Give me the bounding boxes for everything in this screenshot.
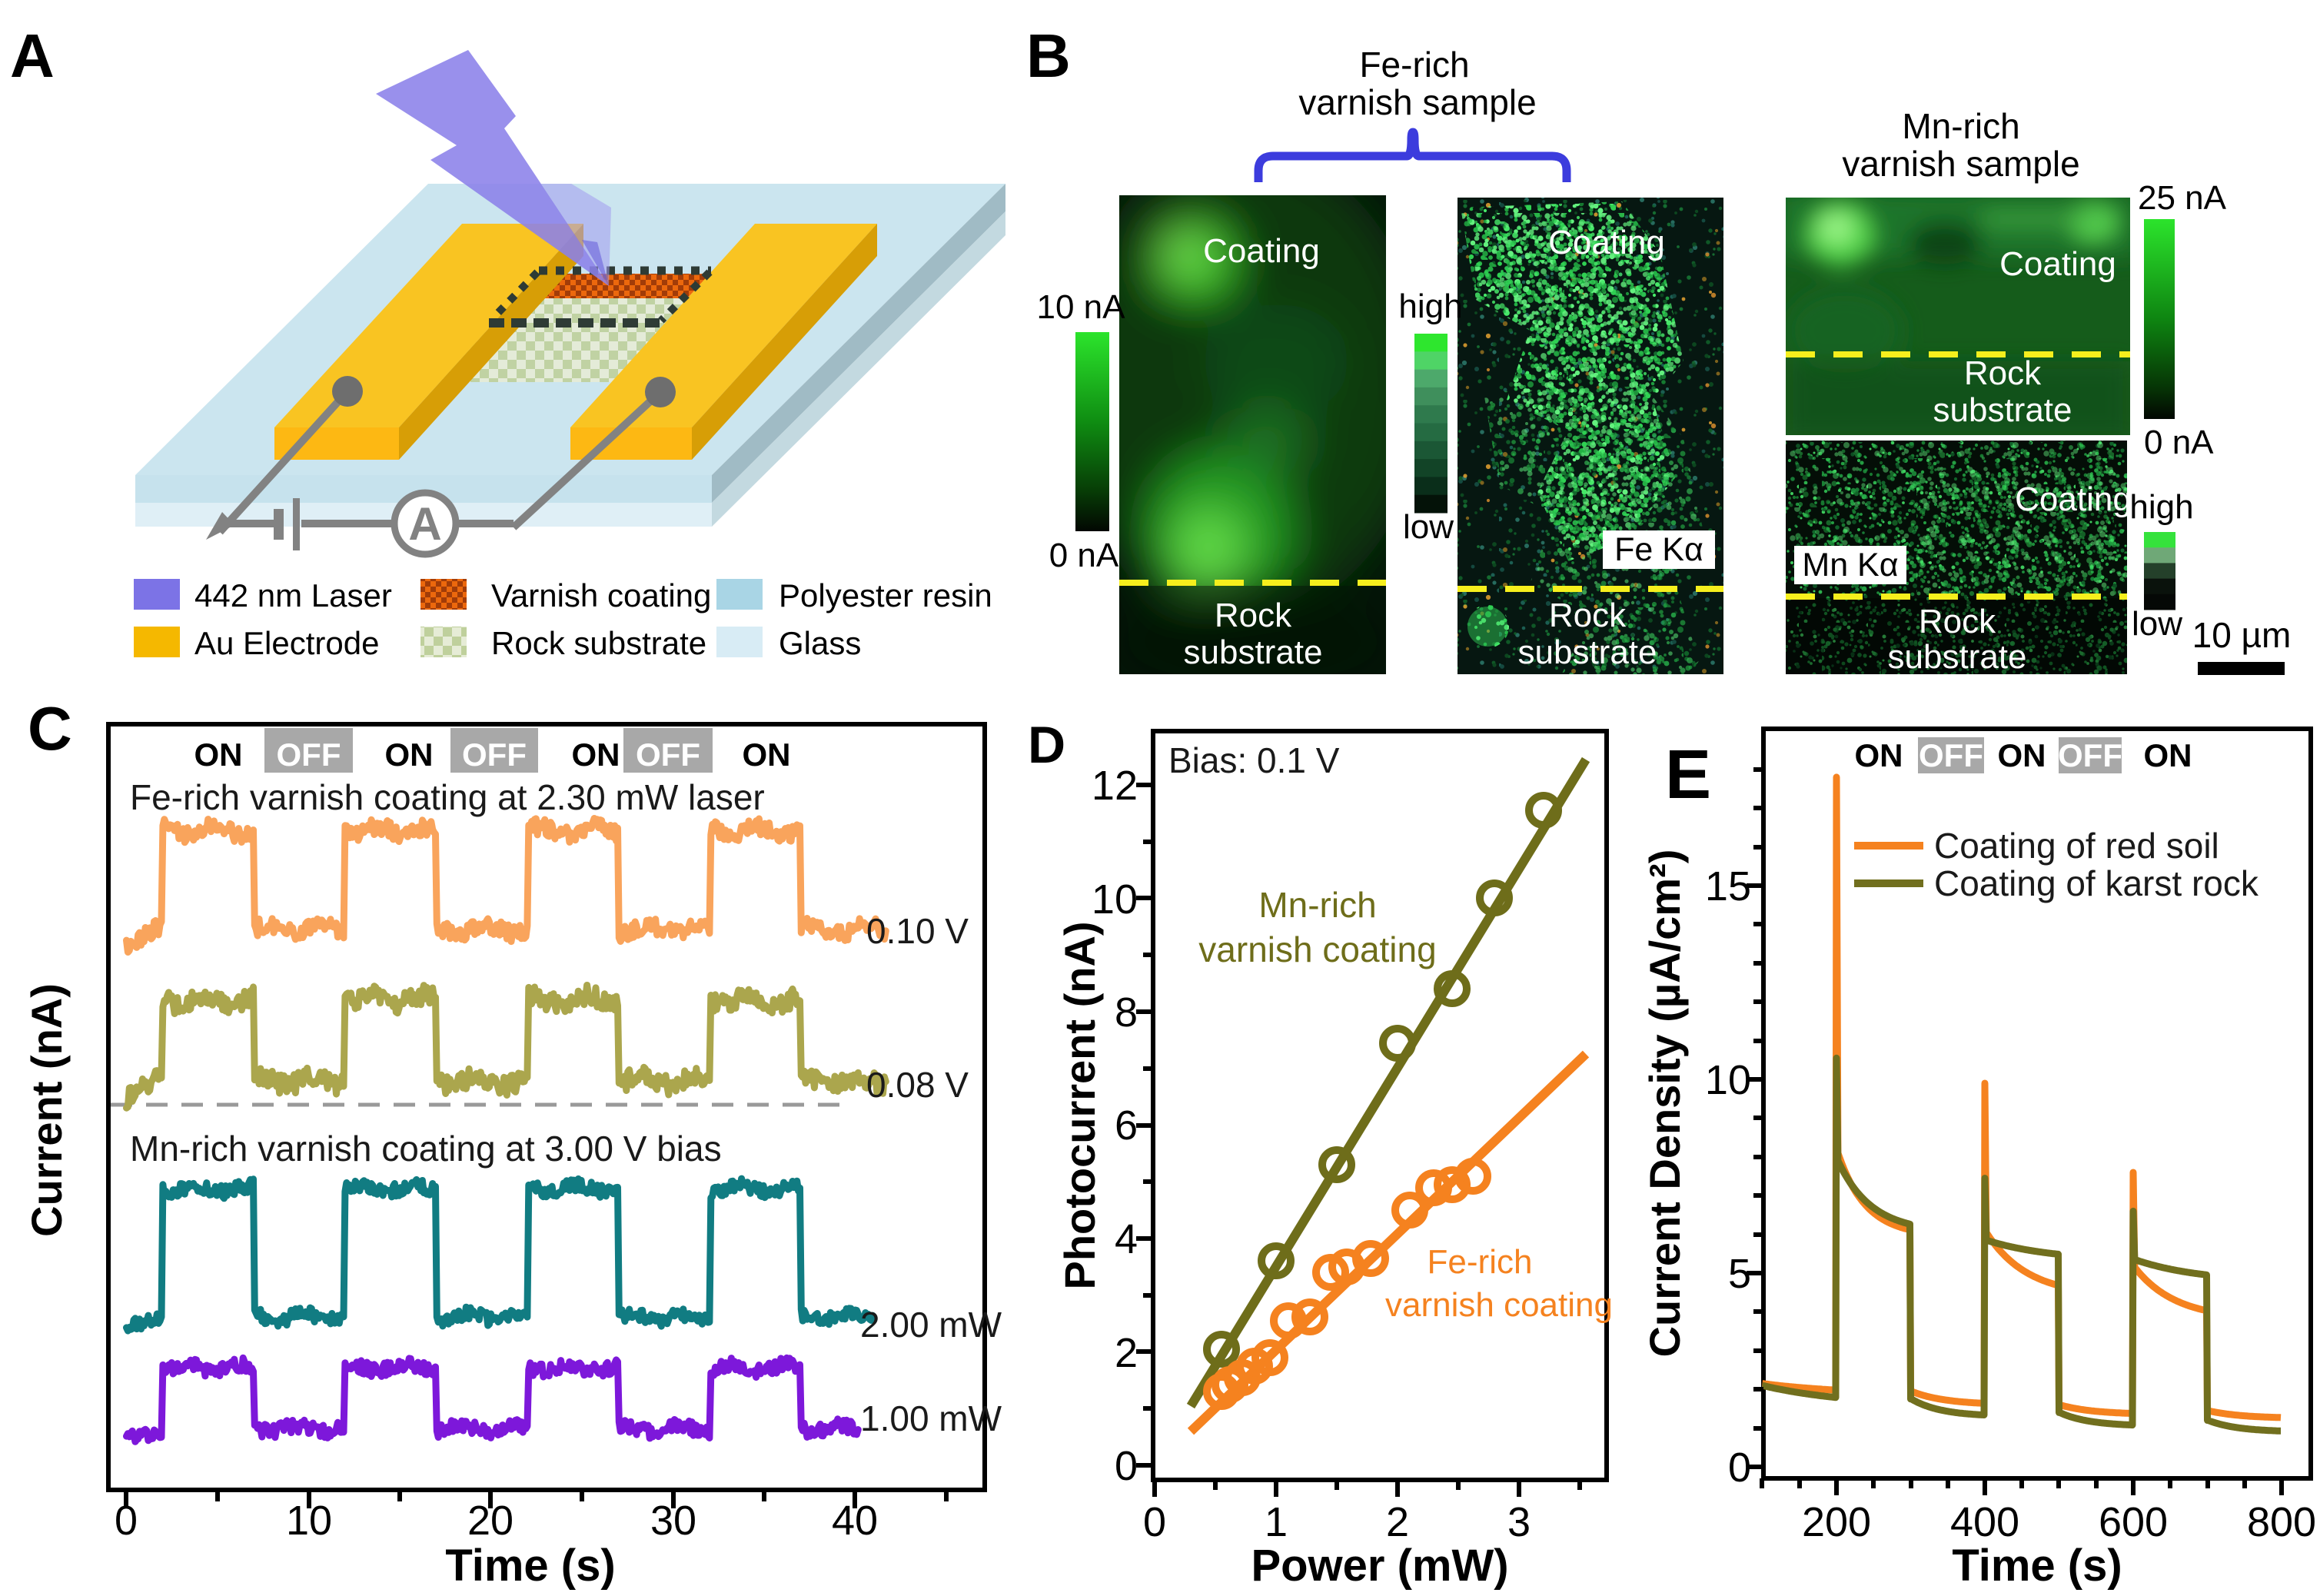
svg-text:Fe-rich: Fe-rich <box>1359 45 1469 85</box>
svg-text:1: 1 <box>1265 1499 1288 1545</box>
svg-text:substrate: substrate <box>1518 633 1657 671</box>
svg-text:Current Density (µA/cm²): Current Density (µA/cm²) <box>1640 850 1689 1358</box>
svg-text:substrate: substrate <box>1184 633 1323 671</box>
svg-text:Rock: Rock <box>1549 597 1627 634</box>
svg-text:Au Electrode: Au Electrode <box>194 625 379 661</box>
svg-text:6: 6 <box>1115 1102 1138 1149</box>
svg-text:ON: ON <box>1998 737 2046 773</box>
svg-text:OFF: OFF <box>2058 737 2122 773</box>
svg-text:Coating of karst rock: Coating of karst rock <box>1934 863 2259 903</box>
svg-text:varnish sample: varnish sample <box>1842 144 2079 184</box>
svg-text:10: 10 <box>1705 1057 1751 1103</box>
svg-text:OFF: OFF <box>1919 737 1983 773</box>
svg-text:Mn Kα: Mn Kα <box>1802 547 1898 584</box>
svg-text:40: 40 <box>832 1498 878 1544</box>
svg-text:12: 12 <box>1092 763 1138 809</box>
svg-text:Mn-rich: Mn-rich <box>1902 106 2019 146</box>
svg-text:high: high <box>1398 288 1462 325</box>
svg-text:2.00 mW: 2.00 mW <box>860 1305 1002 1345</box>
svg-text:Time (s): Time (s) <box>1952 1541 2122 1591</box>
svg-text:OFF: OFF <box>462 736 527 773</box>
svg-text:Time (s): Time (s) <box>445 1541 615 1591</box>
svg-text:3: 3 <box>1507 1499 1531 1545</box>
svg-text:ON: ON <box>194 736 243 773</box>
svg-text:0: 0 <box>115 1498 138 1544</box>
svg-text:800: 800 <box>2247 1499 2316 1545</box>
svg-text:substrate: substrate <box>1933 391 2072 429</box>
svg-text:10 µm: 10 µm <box>2192 615 2292 655</box>
svg-text:0: 0 <box>1728 1445 1751 1491</box>
svg-text:A: A <box>10 22 55 90</box>
svg-text:ON: ON <box>385 736 434 773</box>
svg-text:8: 8 <box>1115 989 1138 1036</box>
svg-text:C: C <box>28 694 72 763</box>
svg-text:Polyester resin: Polyester resin <box>779 577 992 613</box>
svg-text:OFF: OFF <box>277 736 341 773</box>
svg-text:Bias: 0.1 V: Bias: 0.1 V <box>1168 740 1340 780</box>
svg-text:15: 15 <box>1705 863 1751 909</box>
svg-text:0 nA: 0 nA <box>2144 424 2214 461</box>
svg-text:ON: ON <box>1855 737 1903 773</box>
svg-text:25 nA: 25 nA <box>2138 179 2227 217</box>
svg-text:10: 10 <box>286 1498 332 1544</box>
svg-text:Glass: Glass <box>779 625 861 661</box>
svg-text:ON: ON <box>2144 737 2192 773</box>
svg-text:low: low <box>2132 605 2182 643</box>
svg-text:Photocurrent (nA): Photocurrent (nA) <box>1055 921 1104 1289</box>
svg-text:low: low <box>1403 508 1454 546</box>
svg-text:2: 2 <box>1386 1499 1409 1545</box>
svg-text:varnish sample: varnish sample <box>1298 82 1536 122</box>
svg-text:A: A <box>408 498 441 550</box>
svg-text:442 nm Laser: 442 nm Laser <box>194 577 392 613</box>
svg-text:varnish coating: varnish coating <box>1385 1286 1613 1324</box>
svg-text:Fe Kα: Fe Kα <box>1614 531 1703 568</box>
svg-text:Coating: Coating <box>1203 232 1320 270</box>
svg-text:10: 10 <box>1092 876 1138 923</box>
svg-text:Varnish coating: Varnish coating <box>491 577 711 613</box>
svg-text:0 nA: 0 nA <box>1049 537 1119 574</box>
svg-text:4: 4 <box>1115 1216 1138 1262</box>
svg-text:0: 0 <box>1143 1499 1166 1545</box>
svg-text:Mn-rich: Mn-rich <box>1258 885 1376 925</box>
svg-text:Rock substrate: Rock substrate <box>491 625 706 661</box>
svg-text:varnish coating: varnish coating <box>1198 929 1436 969</box>
svg-text:Power (mW): Power (mW) <box>1251 1541 1508 1591</box>
svg-text:10 nA: 10 nA <box>1037 288 1126 326</box>
svg-text:30: 30 <box>650 1498 696 1544</box>
svg-text:Rock: Rock <box>1215 597 1292 634</box>
svg-text:200: 200 <box>1802 1499 1871 1545</box>
svg-text:5: 5 <box>1728 1251 1751 1297</box>
svg-text:D: D <box>1028 716 1065 774</box>
svg-text:0.08 V: 0.08 V <box>866 1065 969 1105</box>
svg-text:0: 0 <box>1115 1443 1138 1489</box>
svg-text:ON: ON <box>743 736 791 773</box>
svg-text:Rock: Rock <box>1964 354 2042 392</box>
svg-text:Fe-rich: Fe-rich <box>1428 1243 1533 1281</box>
svg-text:OFF: OFF <box>636 736 700 773</box>
svg-text:0.10 V: 0.10 V <box>866 911 969 951</box>
svg-text:substrate: substrate <box>1888 638 2027 676</box>
svg-text:2: 2 <box>1115 1330 1138 1376</box>
svg-text:high: high <box>2129 488 2193 526</box>
svg-text:E: E <box>1665 736 1711 813</box>
svg-text:Coating: Coating <box>2015 480 2132 518</box>
svg-text:Coating: Coating <box>1548 224 1665 261</box>
svg-text:20: 20 <box>467 1498 514 1544</box>
svg-text:ON: ON <box>572 736 620 773</box>
svg-text:Mn-rich varnish coating at 3.0: Mn-rich varnish coating at 3.00 V bias <box>130 1129 722 1169</box>
svg-text:B: B <box>1026 22 1071 90</box>
svg-text:1.00 mW: 1.00 mW <box>860 1398 1002 1438</box>
svg-text:Rock: Rock <box>1919 603 1996 640</box>
svg-text:Fe-rich varnish coating at 2.3: Fe-rich varnish coating at 2.30 mW laser <box>130 777 765 817</box>
svg-text:Current (nA): Current (nA) <box>22 983 71 1237</box>
svg-text:Coating: Coating <box>1999 245 2116 283</box>
svg-text:600: 600 <box>2099 1499 2168 1545</box>
svg-text:Coating of red soil: Coating of red soil <box>1934 826 2219 866</box>
svg-text:400: 400 <box>1950 1499 2019 1545</box>
